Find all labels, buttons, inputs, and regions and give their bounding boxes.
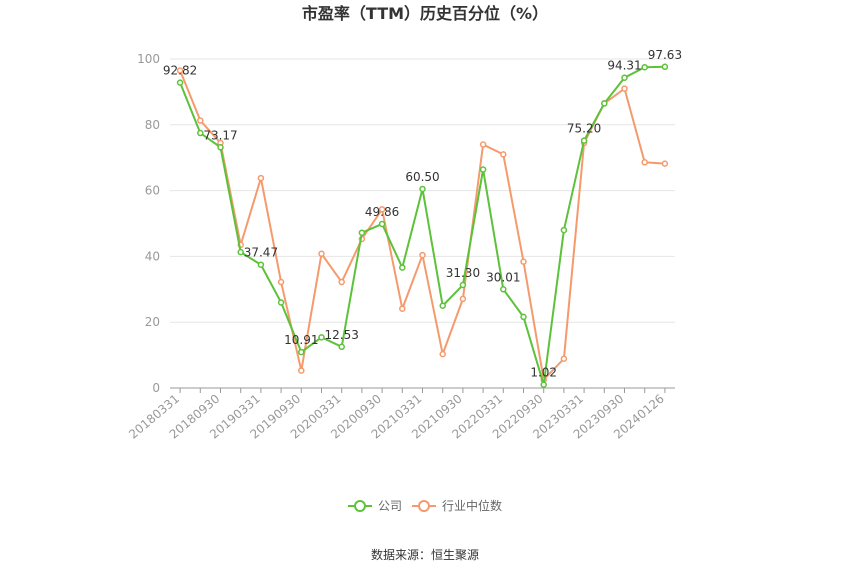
- data-point: [439, 302, 446, 309]
- data-point: [419, 185, 426, 193]
- data-point: [419, 251, 426, 259]
- data-point: [197, 117, 204, 124]
- data-point: [378, 206, 386, 213]
- legend-item-industry[interactable]: 行业中位数: [412, 498, 502, 513]
- data-label: 60.50: [405, 170, 439, 184]
- data-point: [580, 137, 588, 144]
- data-label: 10.91: [284, 333, 318, 347]
- data-point: [621, 74, 628, 81]
- data-point: [621, 85, 628, 92]
- legend-label: 公司: [378, 499, 402, 513]
- data-point: [277, 278, 285, 286]
- data-point: [338, 343, 345, 351]
- data-point: [217, 144, 224, 151]
- data-label: 92.82: [163, 64, 197, 78]
- legend-label: 行业中位数: [442, 498, 502, 513]
- legend-marker-icon: [354, 500, 366, 512]
- series-line: [179, 70, 665, 382]
- data-point: [298, 348, 305, 356]
- data-point: [176, 79, 184, 86]
- data-point: [661, 63, 669, 71]
- x-axis: 2018033120180930201903312019093020200331…: [126, 387, 675, 442]
- legend-marker-icon: [418, 500, 430, 512]
- y-tick-label: 100: [137, 52, 160, 66]
- data-label: 73.17: [203, 128, 237, 142]
- data-label: 94.31: [607, 59, 641, 73]
- data-source: 数据来源：恒生聚源: [371, 547, 479, 562]
- series-line: [179, 65, 665, 385]
- data-label: 30.01: [486, 270, 520, 284]
- data-label: 1.02: [530, 366, 557, 380]
- data-point: [641, 159, 648, 166]
- data-point: [459, 281, 467, 289]
- data-labels: 92.82 73.17 37.47 10.91 12.53 49.86 60.50 31.30…: [163, 48, 682, 380]
- y-tick-label: 20: [145, 315, 160, 329]
- data-point: [661, 160, 669, 167]
- y-tick-label: 60: [145, 184, 160, 198]
- data-point: [338, 278, 345, 286]
- data-point: [298, 367, 305, 374]
- y-tick-label: 80: [145, 118, 160, 132]
- data-point: [197, 129, 204, 137]
- data-point: [237, 248, 244, 256]
- data-point: [641, 63, 648, 71]
- data-point: [318, 334, 325, 341]
- data-label: 49.86: [365, 205, 399, 219]
- data-point: [399, 264, 406, 271]
- legend-item-company[interactable]: 公司: [348, 499, 402, 513]
- data-point: [479, 141, 487, 148]
- data-point: [378, 220, 386, 228]
- data-point: [500, 286, 507, 293]
- data-point: [520, 258, 527, 265]
- data-point: [439, 350, 446, 358]
- data-point: [560, 355, 568, 362]
- data-point: [601, 100, 608, 107]
- y-axis: 0 20 40 60 80 100: [137, 52, 160, 395]
- data-point: [358, 229, 366, 236]
- data-label: 75.20: [567, 122, 601, 136]
- y-tick-label: 40: [145, 249, 160, 263]
- data-point: [520, 313, 527, 321]
- data-label: 97.63: [648, 48, 682, 62]
- series-lines: [176, 63, 669, 388]
- data-point: [479, 166, 487, 173]
- data-point: [540, 381, 547, 388]
- data-point: [500, 151, 507, 158]
- legend[interactable]: 公司 行业中位数: [348, 498, 502, 513]
- data-point: [318, 250, 325, 258]
- y-tick-label: 0: [152, 381, 160, 395]
- data-point: [257, 261, 265, 268]
- data-point: [176, 67, 184, 74]
- data-point: [459, 295, 467, 303]
- data-point: [560, 226, 568, 234]
- data-label: 12.53: [325, 328, 359, 342]
- series-industry: [176, 67, 669, 384]
- data-label: 37.47: [244, 246, 278, 260]
- data-point: [277, 299, 285, 306]
- series-company: [176, 63, 669, 388]
- data-label: 31.30: [446, 266, 480, 280]
- data-point: [257, 174, 265, 182]
- data-point: [399, 305, 406, 312]
- chart-title: 市盈率（TTM）历史百分位（%）: [302, 4, 548, 23]
